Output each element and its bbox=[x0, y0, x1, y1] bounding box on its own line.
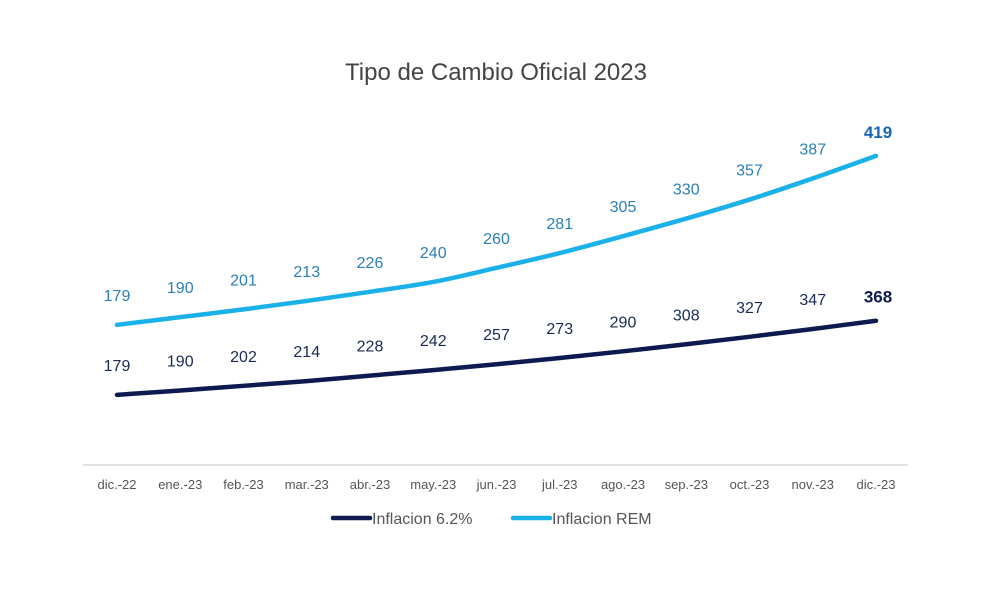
x-tick-label: dic.-23 bbox=[856, 477, 895, 492]
data-label: 214 bbox=[293, 344, 320, 361]
data-label: 179 bbox=[104, 358, 131, 375]
x-tick-label: ago.-23 bbox=[601, 477, 645, 492]
legend-label: Inflacion 6.2% bbox=[372, 511, 473, 528]
data-label: 228 bbox=[357, 339, 384, 356]
data-label: 330 bbox=[673, 182, 700, 199]
data-label: 290 bbox=[610, 314, 637, 331]
x-tick-label: oct.-23 bbox=[730, 477, 770, 492]
data-label: 273 bbox=[546, 321, 573, 338]
data-label: 226 bbox=[357, 255, 384, 272]
data-label: 190 bbox=[167, 354, 194, 371]
x-tick-label: jun.-23 bbox=[476, 477, 517, 492]
data-label: 419 bbox=[864, 123, 892, 142]
data-label: 357 bbox=[736, 163, 763, 180]
data-label: 368 bbox=[864, 288, 892, 307]
data-label: 201 bbox=[230, 272, 257, 289]
x-tick-label: jul.-23 bbox=[541, 477, 577, 492]
data-label: 308 bbox=[673, 307, 700, 324]
x-tick-label: abr.-23 bbox=[350, 477, 390, 492]
legend-label: Inflacion REM bbox=[552, 511, 652, 528]
x-tick-label: sep.-23 bbox=[665, 477, 708, 492]
data-label: 260 bbox=[483, 231, 510, 248]
series-line-0 bbox=[114, 318, 879, 398]
series-line-1 bbox=[114, 153, 879, 328]
data-label: 387 bbox=[799, 141, 826, 158]
x-tick-label: mar.-23 bbox=[285, 477, 329, 492]
data-label: 281 bbox=[546, 216, 573, 233]
data-label: 305 bbox=[610, 199, 637, 216]
data-label: 242 bbox=[420, 333, 447, 350]
x-tick-label: nov.-23 bbox=[792, 477, 834, 492]
data-label: 327 bbox=[736, 300, 763, 317]
data-label: 179 bbox=[104, 288, 131, 305]
data-label: 240 bbox=[420, 245, 447, 262]
data-label: 347 bbox=[799, 292, 826, 309]
data-label: 202 bbox=[230, 349, 257, 366]
x-tick-label: feb.-23 bbox=[223, 477, 263, 492]
chart-title: Tipo de Cambio Oficial 2023 bbox=[345, 59, 647, 86]
data-label: 213 bbox=[293, 264, 320, 281]
x-tick-label: ene.-23 bbox=[158, 477, 202, 492]
x-tick-label: dic.-22 bbox=[97, 477, 136, 492]
data-label: 190 bbox=[167, 280, 194, 297]
data-label: 257 bbox=[483, 327, 510, 344]
x-tick-label: may.-23 bbox=[410, 477, 456, 492]
